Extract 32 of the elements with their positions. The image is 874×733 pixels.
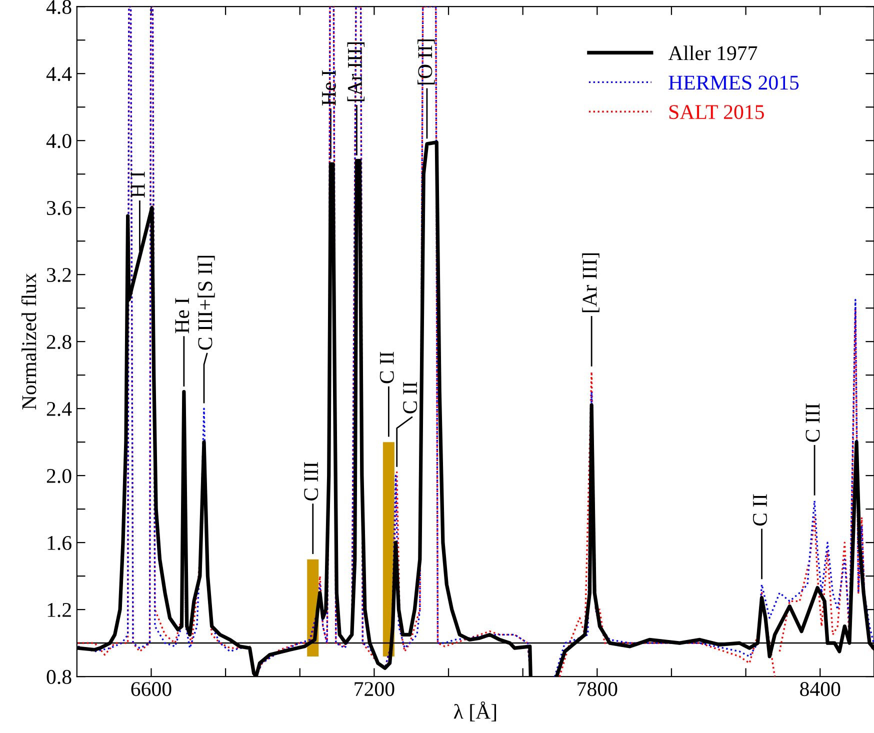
y-tick-label: 2.4 <box>46 402 72 416</box>
annotation: C II <box>752 494 767 526</box>
annotation: C III <box>806 404 820 442</box>
legend-label: SALT 2015 <box>669 105 764 120</box>
annotation: C III+[S II] <box>198 256 215 350</box>
x-tick-label: 6600 <box>131 682 172 696</box>
x-axis-title: λ [Å] <box>454 701 496 722</box>
legend-label: HERMES 2015 <box>668 76 799 90</box>
annotation: C III <box>304 462 318 500</box>
legend-label: Aller 1977 <box>668 46 758 60</box>
annotation: [Ar III] <box>347 42 365 102</box>
annotation: C II <box>403 382 418 414</box>
y-axis-title: Normalized flux <box>21 273 36 410</box>
y-tick-label: 2.0 <box>46 468 72 484</box>
y-tick-label: 2.8 <box>46 334 72 350</box>
y-tick-label: 3.6 <box>47 201 72 216</box>
x-tick-label: 7800 <box>578 682 618 696</box>
x-tick-label: 8400 <box>800 682 840 696</box>
y-tick-label: 3.2 <box>47 268 71 282</box>
y-tick-label: 1.2 <box>48 602 71 618</box>
y-tick-label: 4.4 <box>46 67 72 82</box>
annotation: He I <box>322 70 336 106</box>
x-tick-label: 7200 <box>354 682 394 696</box>
annotation: [Ar III] <box>582 253 600 312</box>
y-tick-label: 1.6 <box>48 536 72 550</box>
y-tick-label: 4.0 <box>46 134 72 148</box>
annotation: He I <box>175 298 190 334</box>
y-tick-label: 0.8 <box>46 670 72 684</box>
annotation: H I <box>131 172 145 198</box>
annotation: [O II] <box>418 39 435 84</box>
annotation: C II <box>380 352 394 384</box>
y-tick-label: 4.8 <box>46 0 72 14</box>
